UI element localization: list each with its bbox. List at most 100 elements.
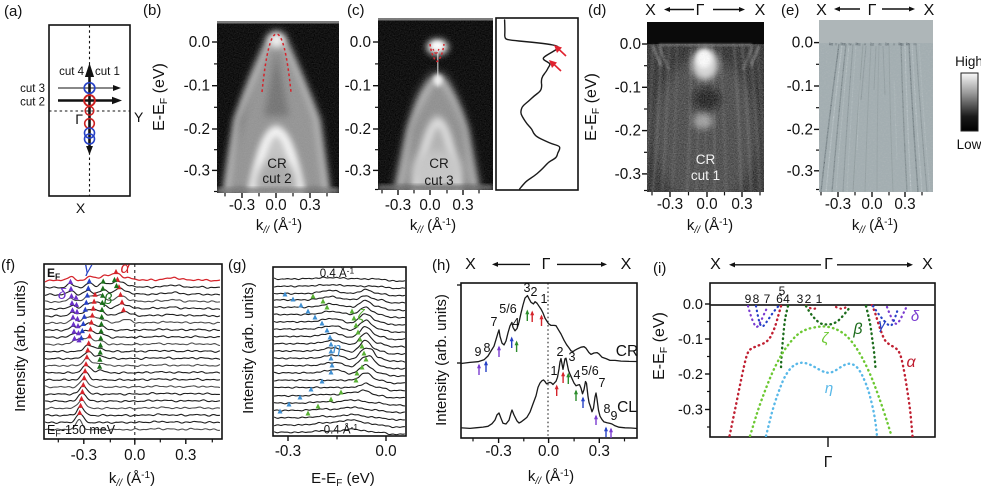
svg-text:-0.2: -0.2 — [184, 121, 210, 138]
svg-text:-0.3: -0.3 — [657, 196, 683, 213]
svg-text:X: X — [465, 256, 476, 273]
svg-text:ζ: ζ — [358, 307, 366, 324]
svg-text:8: 8 — [484, 341, 491, 355]
svg-text:-0.3: -0.3 — [229, 197, 255, 214]
svg-text:2: 2 — [557, 345, 564, 359]
svg-text:Y: Y — [134, 109, 144, 125]
svg-text:0.3: 0.3 — [731, 196, 752, 213]
svg-text:0.0: 0.0 — [696, 196, 717, 213]
svg-text:Γ: Γ — [824, 256, 833, 273]
svg-text:X: X — [924, 2, 935, 19]
svg-text:(a): (a) — [4, 3, 22, 20]
svg-text:X: X — [621, 256, 632, 273]
svg-text:(e): (e) — [781, 2, 799, 19]
svg-text:Γ: Γ — [824, 454, 833, 471]
svg-text:Γ: Γ — [542, 256, 551, 273]
svg-text:0.0: 0.0 — [124, 447, 145, 464]
svg-text:(g): (g) — [228, 257, 246, 274]
svg-text:cut 2: cut 2 — [20, 97, 45, 109]
svg-text:EF-150 meV: EF-150 meV — [47, 423, 116, 439]
svg-text:-0.3: -0.3 — [615, 166, 641, 183]
svg-text:0.4 Å-1: 0.4 Å-1 — [320, 266, 355, 281]
svg-text:-0.3: -0.3 — [787, 163, 813, 180]
svg-text:β: β — [103, 291, 113, 308]
svg-text:-0.3: -0.3 — [825, 196, 851, 213]
svg-text:-0.2: -0.2 — [345, 121, 371, 138]
svg-text:4: 4 — [783, 292, 790, 306]
svg-text:5: 5 — [779, 284, 786, 298]
svg-text:(b): (b) — [143, 2, 161, 19]
svg-text:4: 4 — [574, 368, 581, 382]
svg-text:Γ: Γ — [696, 2, 705, 19]
svg-text:1: 1 — [541, 292, 548, 306]
svg-text:4: 4 — [513, 316, 520, 330]
svg-text:-0.3: -0.3 — [184, 162, 210, 179]
svg-text:5/6: 5/6 — [581, 364, 598, 378]
svg-text:β: β — [852, 321, 862, 338]
svg-text:E-EF (eV): E-EF (eV) — [583, 73, 602, 141]
svg-text:-0.3: -0.3 — [678, 403, 703, 419]
svg-text:α: α — [906, 354, 916, 371]
svg-text:CR: CR — [616, 343, 638, 360]
svg-text:CR: CR — [696, 152, 716, 167]
svg-text:X: X — [76, 200, 86, 216]
svg-text:Intensity (arb. units): Intensity (arb. units) — [240, 282, 257, 414]
svg-text:2: 2 — [805, 292, 812, 306]
svg-text:3: 3 — [524, 281, 531, 295]
svg-text:-0.1: -0.1 — [184, 78, 210, 95]
svg-text:8: 8 — [604, 402, 611, 416]
svg-text:Γ: Γ — [868, 2, 877, 19]
svg-text:-0.3: -0.3 — [275, 443, 301, 460]
svg-text:0.3: 0.3 — [589, 443, 610, 460]
svg-text:3: 3 — [797, 292, 804, 306]
svg-text:6: 6 — [776, 292, 783, 306]
svg-text:7: 7 — [764, 292, 771, 306]
svg-text:CR: CR — [429, 156, 449, 171]
svg-text:Low: Low — [957, 137, 981, 152]
svg-text:0.3: 0.3 — [894, 196, 915, 213]
svg-text:0.0: 0.0 — [265, 197, 286, 214]
svg-text:0.0: 0.0 — [350, 34, 371, 51]
svg-text:9: 9 — [475, 345, 482, 359]
svg-text:Γ: Γ — [75, 111, 83, 127]
svg-text:cut 1: cut 1 — [691, 168, 720, 183]
svg-text:0.0: 0.0 — [419, 197, 440, 214]
svg-text:E-EF (eV): E-EF (eV) — [151, 63, 170, 131]
svg-text:-0.2: -0.2 — [678, 367, 703, 383]
svg-text:0.0: 0.0 — [189, 34, 210, 51]
svg-text:7: 7 — [599, 376, 606, 390]
svg-text:X: X — [710, 256, 721, 273]
svg-text:CR: CR — [267, 156, 287, 171]
svg-text:-0.1: -0.1 — [678, 332, 703, 348]
svg-text:8: 8 — [753, 292, 760, 306]
svg-text:1: 1 — [551, 364, 558, 378]
svg-text:CL: CL — [617, 399, 637, 416]
svg-text:2: 2 — [531, 285, 538, 299]
svg-text:0.3: 0.3 — [452, 197, 473, 214]
svg-text:-0.1: -0.1 — [345, 78, 371, 95]
svg-text:γ: γ — [84, 260, 93, 277]
svg-text:0.0: 0.0 — [683, 297, 703, 313]
svg-text:(c): (c) — [347, 2, 365, 19]
svg-text:9: 9 — [611, 409, 618, 423]
svg-text:0.0: 0.0 — [538, 443, 559, 460]
svg-text:δ: δ — [911, 308, 920, 325]
svg-text:η: η — [825, 380, 833, 397]
svg-text:X: X — [645, 2, 656, 19]
svg-text:cut 1: cut 1 — [95, 66, 120, 78]
svg-text:Intensity (arb. units): Intensity (arb. units) — [433, 294, 450, 426]
svg-text:(f): (f) — [1, 257, 15, 274]
svg-text:0.3: 0.3 — [299, 197, 320, 214]
svg-text:-0.1: -0.1 — [615, 79, 641, 96]
svg-text:(d): (d) — [588, 2, 606, 19]
svg-text:-0.3: -0.3 — [345, 162, 371, 179]
svg-text:E-EF (eV): E-EF (eV) — [311, 470, 375, 489]
svg-text:X: X — [922, 256, 933, 273]
svg-text:E-EF (eV): E-EF (eV) — [651, 312, 670, 380]
svg-text:7: 7 — [491, 315, 498, 329]
svg-text:-0.2: -0.2 — [787, 121, 813, 138]
svg-text:-0.3: -0.3 — [385, 197, 411, 214]
svg-text:0.0: 0.0 — [375, 443, 396, 460]
svg-text:η: η — [333, 340, 341, 357]
svg-text:Intensity (arb. units): Intensity (arb. units) — [12, 280, 29, 412]
